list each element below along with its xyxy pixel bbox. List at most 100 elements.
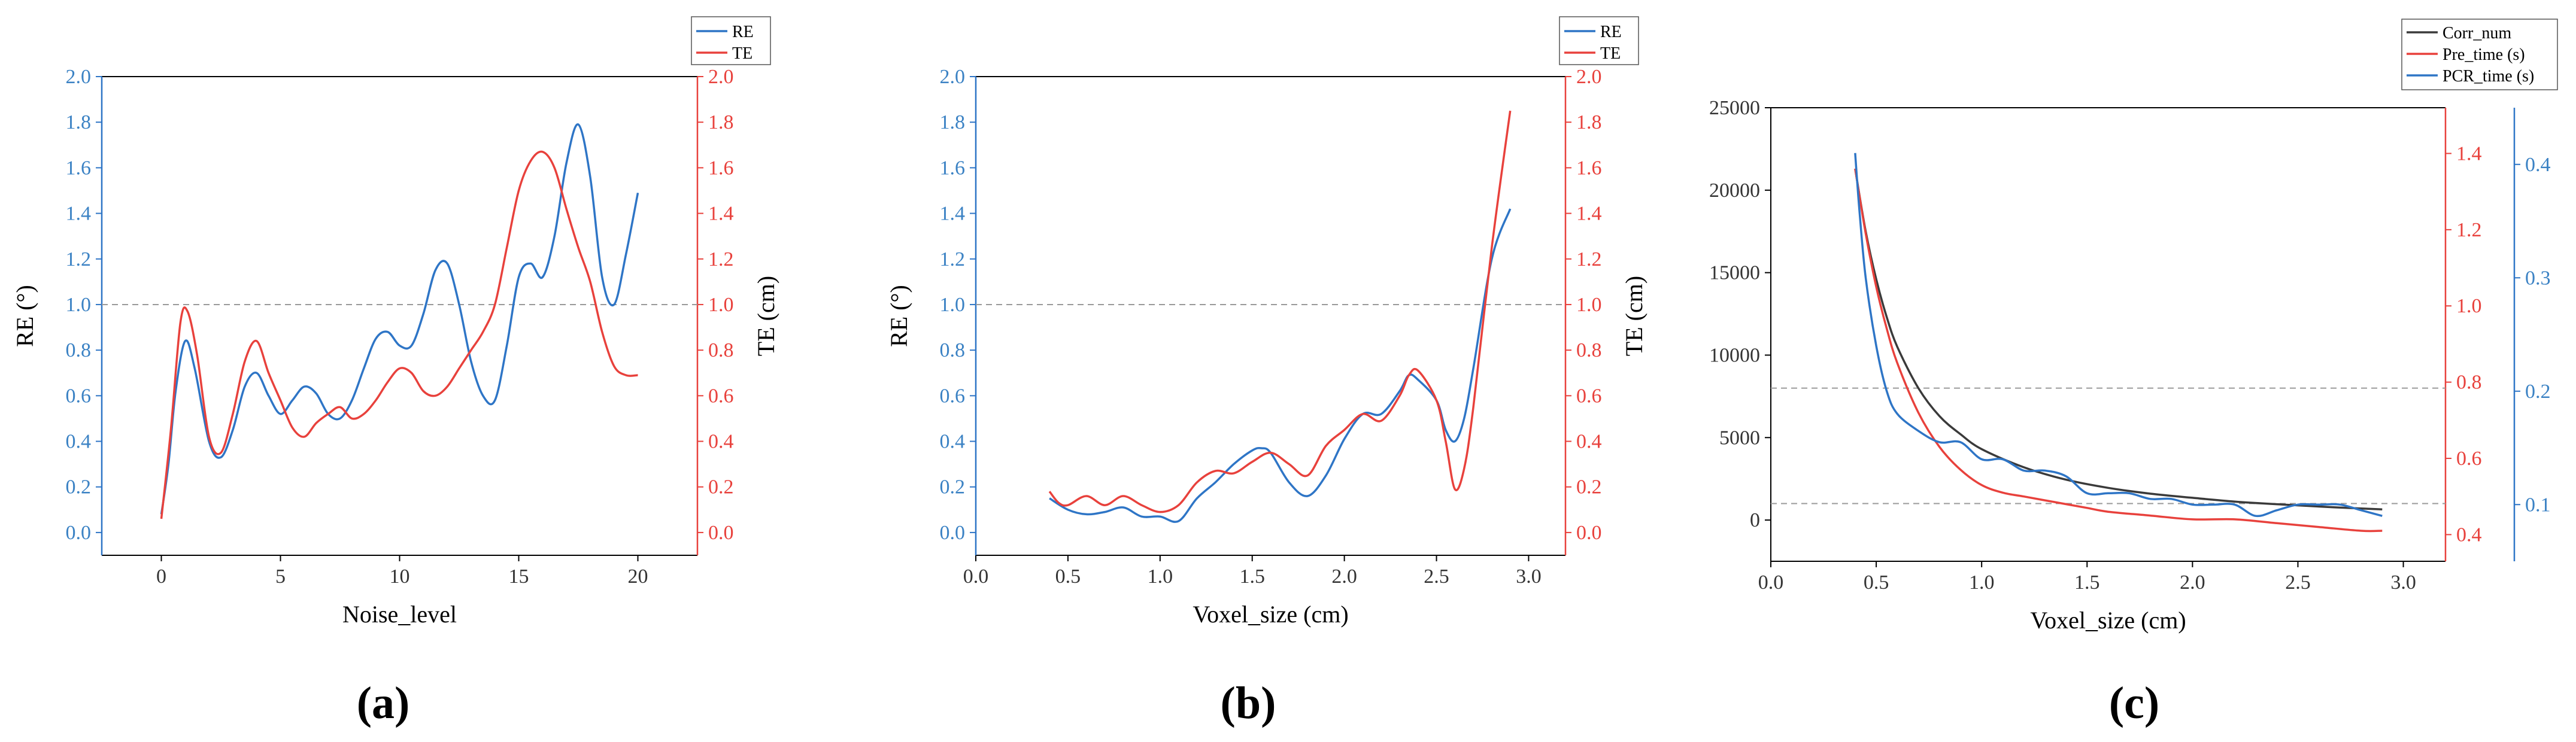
x-tick-label: 2.5 bbox=[1424, 565, 1449, 588]
x-tick-label: 1.0 bbox=[1148, 565, 1173, 588]
x-tick-label: 10 bbox=[390, 565, 410, 588]
series-line-re bbox=[160, 123, 639, 515]
x-tick-label: 1.0 bbox=[1969, 571, 1995, 594]
left-y-tick-label: 1.0 bbox=[940, 294, 966, 316]
right-y-axis-title: TE (cm) bbox=[753, 276, 779, 356]
right-y-tick-label: 0.4 bbox=[708, 431, 734, 453]
x-tick-label: 20 bbox=[628, 565, 648, 588]
right-y-tick-label: 0.2 bbox=[1576, 476, 1602, 498]
x-tick-label: 0.0 bbox=[1758, 571, 1784, 594]
x-tick-label: 0.5 bbox=[1055, 565, 1081, 588]
series-line-re bbox=[1049, 208, 1512, 523]
x-tick-label: 2.0 bbox=[1331, 565, 1357, 588]
right-y-tick-label: 1.4 bbox=[1576, 203, 1602, 225]
blue-y-tick-label: 0.3 bbox=[2525, 267, 2551, 289]
series-line-te bbox=[160, 150, 638, 519]
red-y-tick-label: 1.2 bbox=[2456, 219, 2482, 241]
x-tick-label: 0 bbox=[156, 565, 166, 588]
chart-panel-c: 0.0 0.5 1.0 1.5 2.0 2.5 3.0 0 5000 10000 15000 2000… bbox=[1709, 19, 2558, 634]
right-y-tick-label: 0.8 bbox=[1576, 339, 1602, 361]
left-y-tick-label: 1.0 bbox=[66, 294, 92, 316]
left-y-tick-label: 2.0 bbox=[940, 66, 966, 88]
left-y-axis-title: RE (°) bbox=[885, 285, 912, 347]
left-y-tick-label: 0.0 bbox=[66, 522, 92, 544]
left-y-tick-label: 2.0 bbox=[66, 66, 92, 88]
right-y-tick-label: 1.6 bbox=[708, 157, 734, 179]
right-y-tick-label: 0.4 bbox=[1576, 431, 1602, 453]
x-axis-title: Voxel_size (cm) bbox=[1193, 601, 1348, 628]
left-y-tick-label: 1.2 bbox=[940, 248, 966, 270]
right-y-tick-label: 1.2 bbox=[1576, 248, 1602, 270]
left-y-axis-title: RE (°) bbox=[11, 285, 38, 347]
series-line-te bbox=[1048, 110, 1512, 513]
x-tick-label: 1.5 bbox=[2074, 571, 2100, 594]
series-line-pcr_time bbox=[1854, 153, 2383, 518]
x-tick-label: 0.0 bbox=[963, 565, 989, 588]
left-y-tick-label: 0.6 bbox=[940, 385, 966, 407]
left-y-tick-label: 0.0 bbox=[940, 522, 966, 544]
right-y-tick-label: 0.6 bbox=[708, 385, 734, 407]
red-y-tick-label: 0.8 bbox=[2456, 372, 2482, 394]
x-tick-label: 15 bbox=[509, 565, 529, 588]
left-y-tick-label: 1.4 bbox=[940, 203, 966, 225]
left-y-tick-label: 20000 bbox=[1709, 180, 1760, 202]
x-axis-title: Noise_level bbox=[342, 601, 457, 628]
right-y-tick-label: 1.2 bbox=[708, 248, 734, 270]
left-y-tick-label: 0.8 bbox=[940, 339, 966, 361]
panel-label-c: (c) bbox=[2109, 678, 2159, 728]
x-tick-label: 5 bbox=[275, 565, 286, 588]
red-y-tick-label: 0.4 bbox=[2456, 524, 2482, 546]
x-tick-label: 3.0 bbox=[2390, 571, 2416, 594]
red-y-tick-label: 0.6 bbox=[2456, 448, 2482, 470]
blue-y-tick-label: 0.1 bbox=[2525, 494, 2551, 516]
left-y-tick-label: 0.8 bbox=[66, 339, 92, 361]
legend-label: RE bbox=[1600, 23, 1622, 41]
x-tick-label: 2.5 bbox=[2285, 571, 2311, 594]
right-y-tick-label: 0.2 bbox=[708, 476, 734, 498]
red-y-tick-label: 1.0 bbox=[2456, 295, 2482, 317]
x-tick-label: 3.0 bbox=[1516, 565, 1542, 588]
legend-label: RE bbox=[732, 23, 754, 41]
right-y-tick-label: 0.8 bbox=[708, 339, 734, 361]
legend-label: PCR_time (s) bbox=[2443, 67, 2534, 86]
left-y-tick-label: 1.8 bbox=[66, 111, 92, 133]
right-y-tick-label: 1.0 bbox=[708, 294, 734, 316]
left-y-tick-label: 1.4 bbox=[66, 203, 92, 225]
left-y-tick-label: 15000 bbox=[1709, 262, 1760, 284]
chart-panel-b: 0.0 0.5 1.0 1.5 2.0 2.5 3.0 0.0 0.2 0.4 0.6 0.8 1.0 1… bbox=[885, 16, 1647, 628]
x-tick-label: 2.0 bbox=[2180, 571, 2205, 594]
right-y-tick-label: 1.6 bbox=[1576, 157, 1602, 179]
left-y-tick-label: 0.4 bbox=[66, 431, 92, 453]
right-y-tick-label: 1.8 bbox=[708, 111, 734, 133]
x-tick-label: 1.5 bbox=[1239, 565, 1265, 588]
legend-box bbox=[1559, 16, 1639, 65]
left-y-tick-label: 1.6 bbox=[66, 157, 92, 179]
blue-y-tick-label: 0.4 bbox=[2525, 154, 2551, 176]
right-y-tick-label: 2.0 bbox=[708, 66, 734, 88]
left-y-tick-label: 5000 bbox=[1719, 427, 1760, 449]
left-y-tick-label: 0.2 bbox=[940, 476, 966, 498]
left-y-tick-label: 0.6 bbox=[66, 385, 92, 407]
x-tick-label: 0.5 bbox=[1864, 571, 1889, 594]
legend-label: TE bbox=[732, 44, 753, 63]
right-y-axis-title: TE (cm) bbox=[1621, 276, 1647, 356]
left-y-tick-label: 10000 bbox=[1709, 344, 1760, 366]
legend-label: Corr_num bbox=[2443, 24, 2511, 42]
left-y-tick-label: 1.6 bbox=[940, 157, 966, 179]
right-y-tick-label: 0.0 bbox=[708, 522, 734, 544]
right-y-tick-label: 1.0 bbox=[1576, 294, 1602, 316]
left-y-tick-label: 0 bbox=[1750, 509, 1760, 531]
right-y-tick-label: 1.4 bbox=[708, 203, 734, 225]
right-y-tick-label: 1.8 bbox=[1576, 111, 1602, 133]
blue-y-tick-label: 0.2 bbox=[2525, 381, 2551, 403]
panel-label-a: (a) bbox=[357, 678, 410, 728]
series-line-corr_num bbox=[1854, 168, 2383, 510]
legend-label: Pre_time (s) bbox=[2443, 45, 2525, 64]
panel-label-b: (b) bbox=[1221, 678, 1276, 728]
right-y-tick-label: 2.0 bbox=[1576, 66, 1602, 88]
red-y-tick-label: 1.4 bbox=[2456, 142, 2482, 165]
left-y-tick-label: 25000 bbox=[1709, 97, 1760, 119]
x-axis-title: Voxel_size (cm) bbox=[2030, 607, 2186, 634]
legend-box bbox=[691, 16, 771, 65]
